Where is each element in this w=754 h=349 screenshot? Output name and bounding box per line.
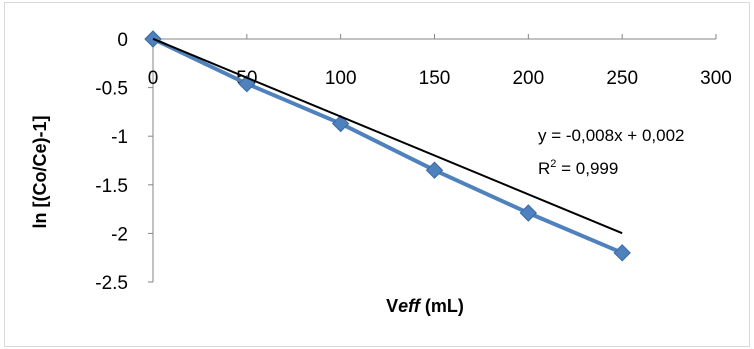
x-tick-label: 200 [512,68,544,89]
data-series [144,30,631,262]
series-line [152,37,623,255]
r2-prefix: R [538,159,550,178]
x-axis-title-suffix: (mL) [420,296,464,316]
data-point-marker [519,204,538,222]
r2-superscript: 2 [550,158,556,170]
trendline-layer [152,37,623,235]
y-tick-label: 0 [117,30,128,51]
linear-trendline [152,37,623,235]
y-tick-label: -1 [111,127,128,148]
y-tick-label: -2.5 [95,273,128,294]
data-point-marker [613,244,631,262]
x-axis-title: Veff (mL) [386,296,464,316]
x-tick-label: 150 [419,68,451,89]
data-point-marker [425,161,444,179]
y-tick-label: -1.5 [95,176,128,197]
x-tick-label: 0 [148,68,159,89]
x-axis-ticks: 050100150200250300 [148,34,732,89]
y-axis-ticks: 0 -0.5 -1 -1.5 -2 -2.5 [95,30,153,294]
y-axis-title: ln [(Co/Ce)-1] [30,116,50,229]
trendline-equation: y = -0,008x + 0,002 [538,126,685,145]
y-tick-label: -2 [111,224,128,245]
x-tick-label: 250 [606,68,638,89]
y-tick-label: -0.5 [95,79,128,100]
x-axis-title-prefix: V [386,296,398,316]
data-point-marker [331,114,350,133]
x-tick-label: 300 [700,68,732,89]
chart-area [4,2,750,347]
r2-value: = 0,999 [556,159,618,178]
x-axis-title-italic: eff [398,296,422,316]
trendline-r2: R2 = 0,999 [538,158,618,178]
x-tick-label: 100 [325,68,357,89]
